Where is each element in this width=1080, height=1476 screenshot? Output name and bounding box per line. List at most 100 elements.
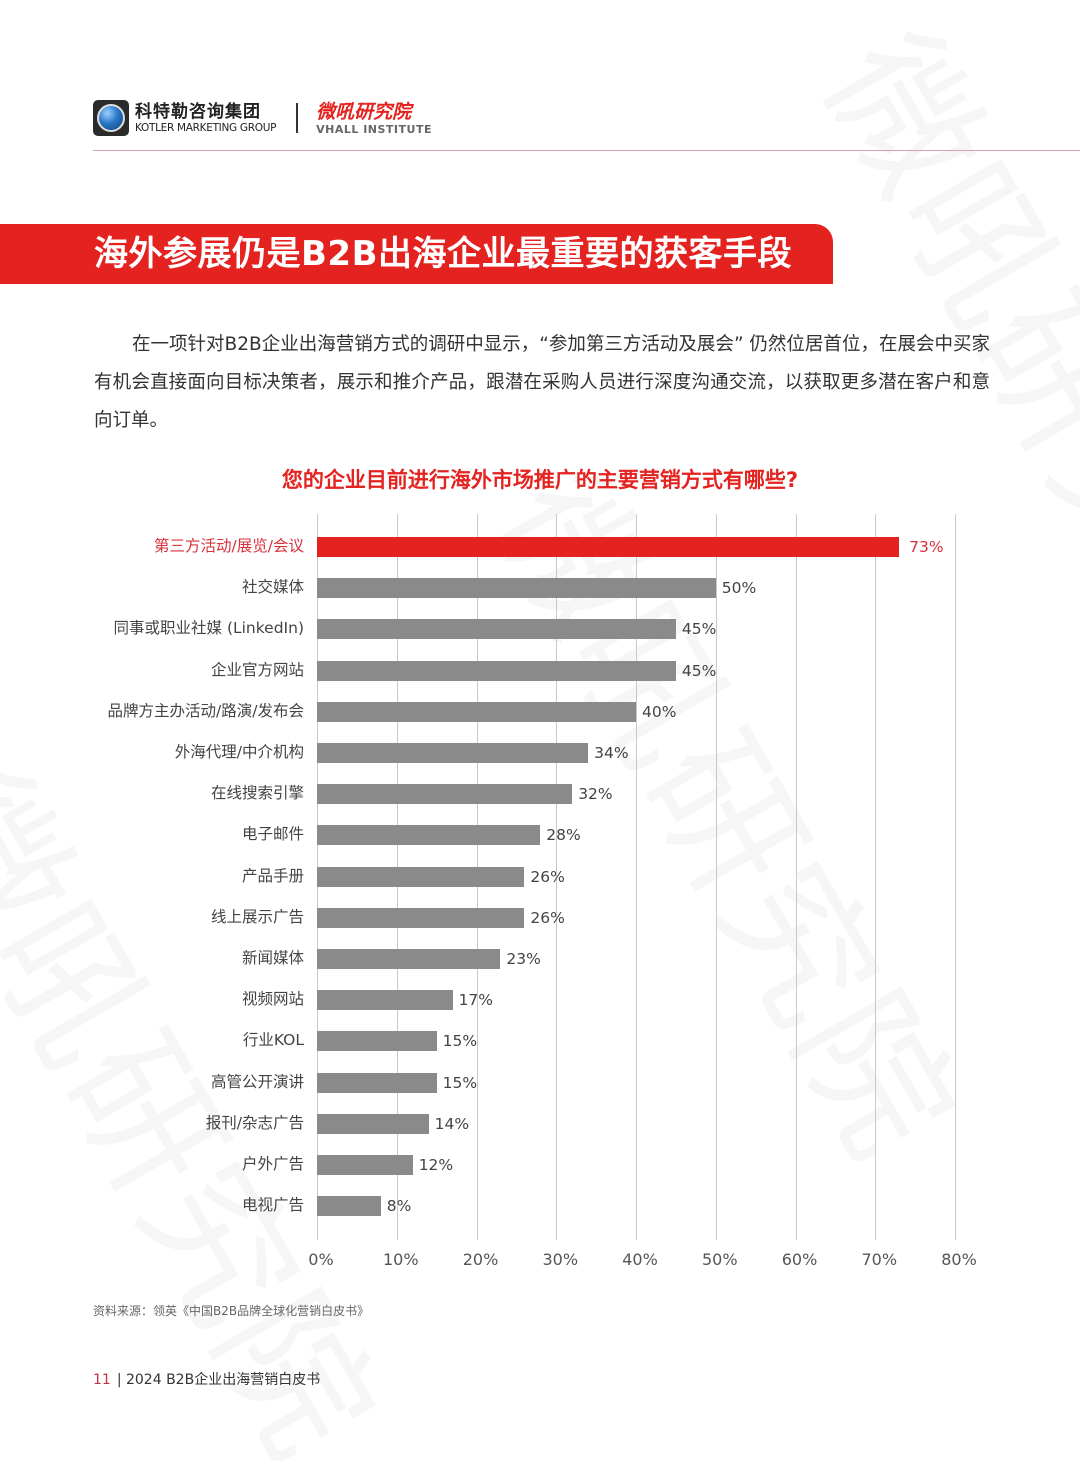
bar-value-label: 45% xyxy=(681,620,717,639)
bar-value-label: 32% xyxy=(578,785,613,804)
vhall-name-cn: 微吼研究院 xyxy=(316,100,412,123)
bar xyxy=(317,907,525,928)
bar xyxy=(317,578,716,599)
bar-value-label: 73% xyxy=(909,538,944,556)
bar-row: 社交媒体 50% xyxy=(0,578,1080,599)
bar xyxy=(317,537,900,557)
bar-row: 行业KOL 15% xyxy=(0,1031,1080,1052)
kotler-logo-icon xyxy=(93,100,129,136)
bar-row: 第三方活动/展览/会议 73% xyxy=(0,537,1080,557)
x-tick-label: 80% xyxy=(941,1250,977,1269)
bar-value-label: 40% xyxy=(642,702,677,721)
section-title: 海外参展仍是B2B出海企业最重要的获客手段 xyxy=(94,234,792,274)
bar xyxy=(317,1196,381,1217)
bar-value-label: 15% xyxy=(442,1032,478,1051)
bar-label: 社交媒体 xyxy=(241,578,304,597)
gridline xyxy=(715,514,717,1240)
bar-value-label: 12% xyxy=(418,1156,454,1174)
bar-row: 报刊/杂志广告 14% xyxy=(0,1113,1080,1134)
x-tick-label: 20% xyxy=(462,1250,499,1269)
header-divider xyxy=(296,103,299,133)
bar-label: 电视广告 xyxy=(241,1196,304,1215)
bar-row: 产品手册 26% xyxy=(0,866,1080,887)
bar-label: 品牌方主办活动/路演/发布会 xyxy=(107,701,304,720)
bar xyxy=(317,701,636,722)
bar-label: 行业KOL xyxy=(242,1031,304,1050)
x-tick-label: 30% xyxy=(542,1250,579,1269)
bar-value-label: 50% xyxy=(721,579,757,598)
kotler-brand: 科特勒咨询集团 KOTLER MARKETING GROUP xyxy=(135,102,276,135)
bar xyxy=(317,1031,437,1052)
bar-row: 线上展示广告 26% xyxy=(0,907,1080,928)
bar-label: 线上展示广告 xyxy=(210,907,304,926)
gridline xyxy=(636,514,637,1240)
bar-label: 在线搜索引擎 xyxy=(210,784,304,803)
bar-row: 电子邮件 28% xyxy=(0,825,1080,846)
x-tick-label: 50% xyxy=(701,1250,738,1269)
bar xyxy=(317,1072,437,1093)
bar-label: 视频网站 xyxy=(241,990,304,1009)
bar-value-label: 14% xyxy=(434,1114,470,1133)
bar-value-label: 15% xyxy=(442,1073,478,1092)
vhall-name-en: VHALL INSTITUTE xyxy=(316,122,432,136)
bar-value-label: 26% xyxy=(530,908,565,927)
gridline xyxy=(795,514,797,1240)
kotler-name-cn: 科特勒咨询集团 xyxy=(135,101,261,122)
bar-label: 电子邮件 xyxy=(241,825,304,844)
bar xyxy=(317,1113,429,1134)
bar-row: 外海代理/中介机构 34% xyxy=(0,743,1080,763)
bar-label: 同事或职业社媒 (LinkedIn) xyxy=(113,619,304,638)
bar-chart: 第三方活动/展览/会议 73% 社交媒体 50% 同事或职业社媒 (LinkedIn) 4… xyxy=(0,514,1080,1244)
footer-title: | 2024 B2B企业出海营销白皮书 xyxy=(116,1372,321,1388)
bar-label: 产品手册 xyxy=(241,866,304,885)
bar-row: 视频网站 17% xyxy=(0,990,1080,1011)
bar-label: 第三方活动/展览/会议 xyxy=(154,537,304,555)
page-number: 11 xyxy=(93,1372,111,1388)
intro-paragraph: 在一项针对B2B企业出海营销方式的调研中显示，“参加第三方活动及展会” 仍然位居… xyxy=(94,334,990,431)
bar-value-label: 34% xyxy=(594,744,629,762)
bar-row: 品牌方主办活动/路演/发布会 40% xyxy=(0,701,1080,722)
bar-value-label: 8% xyxy=(386,1197,412,1216)
bar xyxy=(317,990,453,1011)
gridline xyxy=(875,514,877,1240)
bar xyxy=(317,825,541,846)
bar-value-label: 17% xyxy=(458,991,494,1010)
bar xyxy=(317,743,589,763)
page-header: 科特勒咨询集团 KOTLER MARKETING GROUP 微吼研究院 VHA… xyxy=(93,98,432,138)
bar-label: 企业官方网站 xyxy=(210,660,304,679)
x-tick-label: 40% xyxy=(622,1250,658,1269)
bar-row: 新闻媒体 23% xyxy=(0,949,1080,969)
bar-row: 户外广告 12% xyxy=(0,1155,1080,1175)
kotler-name-en: KOTLER MARKETING GROUP xyxy=(135,121,277,134)
bar-label: 外海代理/中介机构 xyxy=(174,743,304,761)
gridline xyxy=(556,514,558,1240)
bar-row: 在线搜索引擎 32% xyxy=(0,784,1080,805)
bar-value-label: 45% xyxy=(681,661,717,680)
bar xyxy=(317,949,501,969)
gridline xyxy=(955,514,956,1240)
x-tick-label: 60% xyxy=(781,1250,818,1269)
bar xyxy=(317,866,525,887)
bar-row: 同事或职业社媒 (LinkedIn) 45% xyxy=(0,619,1080,640)
x-tick-label: 0% xyxy=(308,1250,334,1269)
bar-value-label: 26% xyxy=(530,867,565,886)
bar xyxy=(317,619,676,640)
bar-label: 高管公开演讲 xyxy=(210,1072,304,1091)
header-rule xyxy=(93,150,1080,151)
x-tick-label: 10% xyxy=(382,1250,419,1269)
bar xyxy=(317,784,573,805)
x-tick-label: 70% xyxy=(861,1250,898,1269)
bar-label: 户外广告 xyxy=(241,1155,304,1173)
bar xyxy=(317,660,676,681)
bar-row: 企业官方网站 45% xyxy=(0,660,1080,681)
vhall-brand: 微吼研究院 VHALL INSTITUTE xyxy=(316,101,432,136)
bar-label: 报刊/杂志广告 xyxy=(205,1113,304,1132)
bar-value-label: 23% xyxy=(506,950,541,968)
bar-row: 高管公开演讲 15% xyxy=(0,1072,1080,1093)
chart-title: 您的企业目前进行海外市场推广的主要营销方式有哪些? xyxy=(281,468,799,492)
bar-row: 电视广告 8% xyxy=(0,1196,1080,1217)
bar xyxy=(317,1155,413,1175)
section-banner: 海外参展仍是B2B出海企业最重要的获客手段 xyxy=(0,224,833,284)
x-axis: 0% 10% 20% 30% 40% 50% 60% 70% 80% xyxy=(0,1250,1080,1274)
page-footer: 11 | 2024 B2B企业出海营销白皮书 xyxy=(93,1369,320,1389)
